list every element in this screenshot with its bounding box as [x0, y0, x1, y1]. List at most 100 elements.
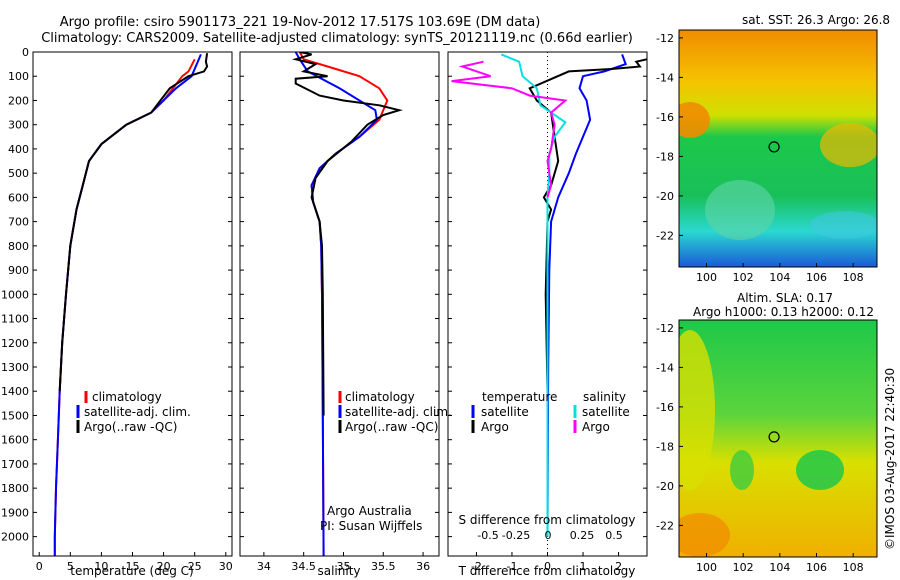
- xtick-label: 15: [126, 560, 140, 573]
- legend-salinity-header: salinity: [583, 390, 626, 404]
- temperature-axes-frame: [32, 51, 233, 557]
- map-xtick-label: 100: [696, 271, 717, 284]
- xtick-label: 0: [544, 560, 551, 573]
- chart-title-line2: Climatology: CARS2009. Satellite-adjuste…: [41, 31, 633, 46]
- ytick-label: 1900: [1, 506, 29, 519]
- series-line-s-2: [291, 52, 403, 416]
- xtick-label: 20: [157, 560, 171, 573]
- legend-argo-label: Argo(..raw -QC): [84, 420, 177, 434]
- xtick-label: -1: [506, 560, 517, 573]
- map-xtick-label: 108: [843, 561, 864, 574]
- difference-x2label: S difference from climatology: [459, 513, 636, 527]
- xtick-label: 35.5: [371, 560, 396, 573]
- series-line-t-0: [53, 58, 196, 556]
- map-ytick-label: -18: [656, 150, 674, 163]
- ytick-label: 1800: [1, 482, 29, 495]
- series-line-s-0: [298, 52, 389, 556]
- difference-legend: temperature satellite Argo salinity sate…: [471, 390, 630, 434]
- xtick-label: 10: [94, 560, 108, 573]
- s-legend-satellite-label: satellite-adj. clim.: [345, 405, 452, 419]
- map-xtick-label: 106: [806, 271, 827, 284]
- x2tick-label: -0.5: [477, 529, 498, 542]
- map-ytick-label: -22: [656, 229, 674, 242]
- xtick-label: 5: [67, 560, 74, 573]
- sla-map-title-line2: Argo h1000: 0.13 h2000: 0.12: [693, 305, 874, 319]
- sla-orange-patch: [679, 513, 730, 557]
- ytick-label: 600: [8, 191, 29, 204]
- legend-temperature-header: temperature: [482, 390, 557, 404]
- sst-warm-patch: [679, 102, 710, 138]
- map-xtick-label: 108: [843, 271, 864, 284]
- s-legend-argo-label: Argo(..raw -QC): [345, 420, 438, 434]
- map-ytick-label: -20: [656, 480, 674, 493]
- ytick-label: 300: [8, 119, 29, 132]
- chart-title-line1: Argo profile: csiro 5901173_221 19-Nov-2…: [60, 15, 541, 30]
- sst-map-panel: sat. SST: 26.3 Argo: 26.8 100 102 104 106 10…: [656, 13, 890, 284]
- xtick-label: 36: [416, 560, 430, 573]
- x2tick-label: -0.25: [502, 529, 530, 542]
- map-ytick-label: -16: [656, 111, 674, 124]
- series-line-t-2: [58, 53, 209, 392]
- sst-cool-patch: [705, 180, 775, 240]
- legend-climatology-label: climatology: [92, 390, 162, 404]
- sla-map-title-line1: Altim. SLA: 0.17: [737, 291, 833, 305]
- map-xtick-label: 106: [806, 561, 827, 574]
- series-line-d-3: [451, 60, 568, 198]
- difference-panel: -2 -1 0 1 2 T difference from climatology S …: [447, 51, 648, 578]
- x2tick-label: 0: [545, 529, 552, 542]
- xtick-label: 30: [219, 560, 233, 573]
- temperature-xlabel: temperature (deg C): [70, 564, 193, 578]
- xtick-label: 25: [188, 560, 202, 573]
- salinity-legend: climatology satellite-adj. clim. Argo(..…: [338, 390, 452, 434]
- xtick-label: 1: [580, 560, 587, 573]
- ytick-label: 1000: [1, 288, 29, 301]
- sst-cool-patch-east: [810, 211, 877, 239]
- xtick-label: 0: [36, 560, 43, 573]
- ytick-label: 500: [8, 167, 29, 180]
- ytick-label: 100: [8, 70, 29, 83]
- xtick-label: 2: [615, 560, 622, 573]
- sst-map-frame: [678, 29, 878, 268]
- map-xtick-label: 104: [769, 271, 790, 284]
- ytick-label: 1400: [1, 385, 29, 398]
- sla-green-eddy-west: [730, 450, 754, 490]
- salinity-panel: 34 34.5 35 35.5 36 salinity climatology sate…: [239, 51, 452, 578]
- x2tick-label: 0.25: [570, 529, 595, 542]
- ytick-label: 1600: [1, 434, 29, 447]
- ytick-label: 700: [8, 216, 29, 229]
- series-line-d-0: [546, 54, 627, 537]
- argo-location-marker-sla: [768, 431, 780, 443]
- xtick-label: 34.5: [291, 560, 316, 573]
- ytick-label: 200: [8, 94, 29, 107]
- ytick-label: 1500: [1, 409, 29, 422]
- map-xtick-label: 102: [733, 561, 754, 574]
- imos-watermark: ©IMOS 03-Aug-2017 22:40:30: [883, 368, 897, 550]
- d-legend-tsat-label: satellite: [481, 405, 529, 419]
- map-ytick-label: -14: [656, 361, 674, 374]
- map-ytick-label: -12: [656, 322, 674, 335]
- argo-location-marker: [768, 141, 780, 153]
- map-xtick-label: 100: [696, 561, 717, 574]
- salinity-axes-frame: [239, 51, 440, 557]
- map-ytick-label: -22: [656, 519, 674, 532]
- map-ytick-label: -16: [656, 401, 674, 414]
- map-ytick-label: -14: [656, 71, 674, 84]
- ytick-label: 1100: [1, 313, 29, 326]
- xtick-label: 35: [336, 560, 350, 573]
- ytick-label: 0: [22, 46, 29, 59]
- salinity-xlabel: salinity: [317, 564, 360, 578]
- d-legend-ssat-label: satellite: [582, 405, 630, 419]
- map-xtick-label: 102: [733, 271, 754, 284]
- s-legend-climatology-label: climatology: [345, 390, 415, 404]
- ytick-label: 2000: [1, 531, 29, 544]
- ytick-label: 1700: [1, 458, 29, 471]
- x2tick-label: 0.5: [605, 529, 623, 542]
- xtick-label: -2: [471, 560, 482, 573]
- d-legend-sargo-label: Argo: [582, 420, 610, 434]
- ytick-label: 1300: [1, 361, 29, 374]
- map-ytick-label: -12: [656, 32, 674, 45]
- sla-yellow-band-west: [679, 330, 715, 490]
- ytick-label: 1200: [1, 337, 29, 350]
- map-ytick-label: -18: [656, 440, 674, 453]
- temperature-panel: 0 5 10 15 20 25 300100200300400500600700800900…: [1, 46, 233, 578]
